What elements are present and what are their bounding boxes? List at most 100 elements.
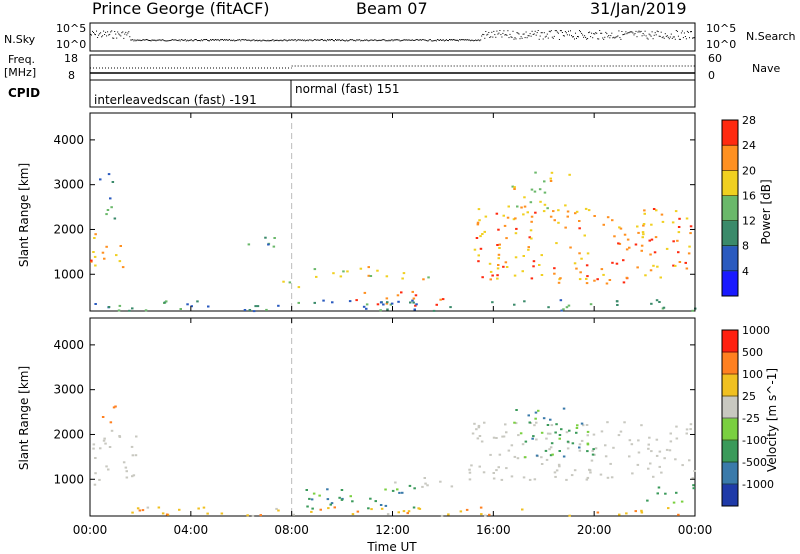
- nsky-point: [667, 36, 669, 38]
- nsky-point: [573, 36, 574, 38]
- nsky-point: [506, 34, 508, 36]
- nsky-point: [482, 33, 484, 35]
- nsky-point: [410, 39, 412, 41]
- nsky-point: [167, 40, 169, 42]
- echo-cell: [514, 422, 518, 425]
- summary-panel: [89, 22, 696, 108]
- nsky-point: [158, 39, 160, 41]
- colorbar-tick-label: 500: [742, 346, 763, 359]
- nsky-point: [692, 37, 693, 39]
- echo-cell: [144, 309, 148, 312]
- echo-cell: [557, 221, 560, 224]
- power-plot-frame: [89, 112, 696, 312]
- velocity-echoes: [92, 318, 696, 517]
- nsky-point: [637, 31, 639, 33]
- echo-cell: [578, 443, 582, 446]
- echo-cell: [482, 471, 486, 474]
- y-tick-label: 2000: [53, 222, 84, 236]
- nsky-point: [172, 39, 174, 41]
- echo-cell: [575, 431, 578, 434]
- echo-cell: [339, 275, 343, 278]
- echo-cell: [558, 437, 561, 440]
- echo-cell: [566, 210, 570, 213]
- nsky-point: [120, 35, 122, 37]
- nsky-point: [509, 33, 511, 35]
- nsky-point: [446, 40, 448, 41]
- nsky-point: [451, 39, 452, 41]
- nsky-point: [463, 39, 465, 41]
- echo-cell: [606, 421, 609, 424]
- echo-cell: [534, 171, 537, 174]
- power-panel: 1000 2000 3000 4000: [53, 112, 697, 313]
- echo-cell: [118, 304, 122, 307]
- echo-cell: [122, 461, 126, 464]
- echo-cell: [513, 421, 516, 424]
- echo-cell: [524, 456, 527, 459]
- nsky-point: [426, 40, 428, 42]
- echo-cell: [484, 514, 487, 517]
- nsky-point: [190, 39, 192, 41]
- echo-cell: [440, 514, 444, 517]
- echo-cell: [689, 423, 693, 426]
- nsky-point: [490, 36, 492, 38]
- echo-cell: [528, 236, 531, 239]
- echo-cell: [584, 207, 588, 210]
- echo-cell: [346, 270, 349, 273]
- echo-cell: [340, 489, 344, 491]
- nsky-point: [340, 40, 342, 42]
- nsky-point: [597, 38, 599, 40]
- nsky-point: [290, 39, 292, 41]
- nsky-point: [500, 34, 502, 36]
- echo-cell: [641, 236, 644, 239]
- colorbar-tick-label: -100: [742, 434, 767, 447]
- echo-cell: [369, 497, 372, 500]
- nsky-point: [291, 39, 293, 41]
- echo-cell: [190, 305, 193, 308]
- colorbar-tick-label: 16: [742, 189, 756, 202]
- echo-cell: [630, 443, 634, 446]
- echo-cell: [468, 471, 472, 474]
- nsky-point: [660, 31, 662, 33]
- echo-cell: [497, 253, 501, 256]
- nsky-point: [478, 39, 480, 41]
- echo-cell: [498, 453, 502, 456]
- echo-cell: [647, 467, 650, 470]
- nsky-point: [388, 39, 390, 41]
- echo-cell: [109, 421, 113, 424]
- echo-cell: [540, 254, 543, 257]
- nsky-point: [327, 39, 328, 41]
- echo-cell: [558, 434, 562, 436]
- echo-cell: [505, 266, 509, 268]
- nsky-point: [270, 40, 272, 42]
- echo-cell: [692, 484, 695, 487]
- echo-cell: [533, 424, 536, 427]
- echo-cell: [379, 301, 383, 304]
- echo-cell: [332, 272, 335, 275]
- nsky-point: [343, 39, 345, 41]
- nsky-point: [674, 38, 676, 40]
- colorbar-tick-label: -1000: [742, 478, 774, 491]
- echo-cell: [115, 254, 118, 257]
- nsky-point: [572, 36, 573, 38]
- echo-cell: [650, 238, 654, 241]
- echo-cell: [662, 306, 666, 309]
- echo-cell: [297, 286, 301, 289]
- echo-cell: [517, 434, 520, 437]
- echo-cell: [501, 435, 504, 438]
- echo-cell: [256, 305, 260, 308]
- echo-cell: [578, 227, 581, 230]
- nsky-point: [576, 37, 577, 39]
- echo-cell: [495, 469, 498, 472]
- echo-cell: [207, 305, 210, 308]
- echo-cell: [648, 436, 651, 439]
- echo-cell: [649, 462, 652, 465]
- echo-cell: [685, 217, 689, 220]
- echo-cell: [515, 409, 518, 411]
- echo-cell: [566, 215, 569, 218]
- echo-cell: [573, 262, 577, 265]
- echo-cell: [432, 309, 436, 312]
- nsky-point: [103, 30, 105, 32]
- colorbar-swatch: [722, 195, 738, 222]
- echo-cell: [540, 431, 544, 434]
- nsky-point: [639, 31, 641, 33]
